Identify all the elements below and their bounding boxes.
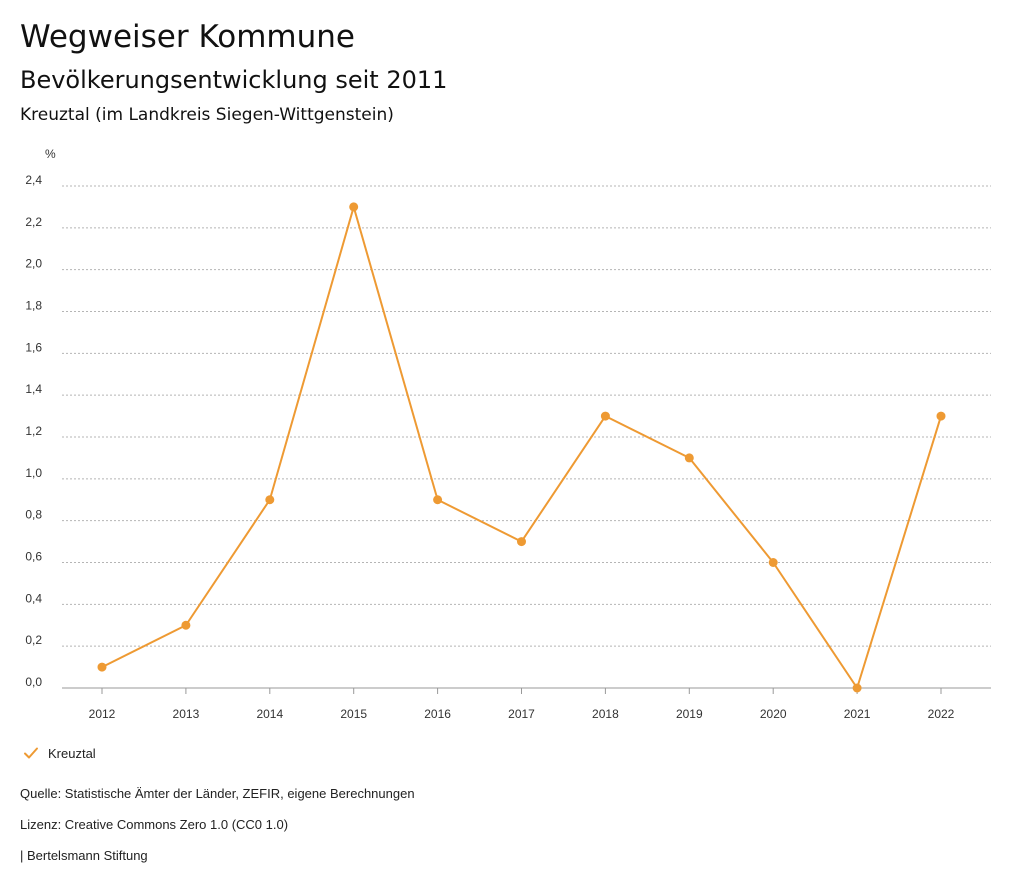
y-axis-unit: % (45, 147, 56, 161)
license-note: Lizenz: Creative Commons Zero 1.0 (CC0 1… (20, 817, 289, 832)
y-tick-label: 0,0 (25, 675, 42, 689)
data-point (684, 453, 694, 463)
source-note: Quelle: Statistische Ämter der Länder, Z… (20, 786, 415, 801)
x-tick-label: 2013 (173, 707, 200, 721)
y-tick-label: 0,6 (25, 550, 42, 564)
publisher-note: | Bertelsmann Stiftung (20, 848, 148, 863)
data-point (852, 683, 862, 693)
series-line-kreuztal (101, 205, 942, 689)
y-tick-label: 0,8 (25, 508, 42, 522)
data-point (181, 620, 191, 630)
x-tick-label: 2014 (256, 707, 283, 721)
y-tick-label: 0,4 (25, 591, 42, 605)
check-icon (24, 747, 38, 759)
data-point (349, 202, 359, 212)
y-tick-label: 1,6 (25, 340, 42, 354)
region-label: Kreuztal (im Landkreis Siegen-Wittgenste… (20, 105, 394, 125)
y-tick-label: 1,2 (25, 424, 42, 438)
data-point (433, 495, 443, 505)
data-point (517, 537, 526, 547)
data-point (936, 411, 946, 421)
x-tick-label: 2017 (508, 707, 535, 721)
y-tick-label: 2,4 (25, 173, 42, 187)
data-point (97, 662, 107, 672)
page-title: Wegweiser Kommune (20, 19, 355, 55)
x-tick-label: 2020 (760, 707, 787, 721)
x-tick-label: 2022 (928, 707, 955, 721)
line-chart: % 0,0 0,2 0,4 0,6 0,8 1,0 1,2 1,4 1,6 1,8 2,0 2,2 2,4… (25, 147, 991, 721)
x-tick-label: 2019 (676, 707, 703, 721)
x-tick-label: 2021 (844, 707, 871, 721)
x-tick-label: 2015 (340, 707, 367, 721)
y-tick-label: 2,0 (25, 257, 42, 271)
chart-subtitle: Bevölkerungsentwicklung seit 2011 (20, 66, 448, 94)
y-tick-label: 1,0 (25, 466, 42, 480)
y-tick-label: 1,4 (25, 382, 42, 396)
x-tick-label: 2018 (592, 707, 619, 721)
x-tick-label: 2016 (424, 707, 451, 721)
legend-label: Kreuztal (48, 745, 96, 761)
data-point (768, 558, 778, 567)
legend-item-kreuztal[interactable]: Kreuztal (22, 744, 96, 762)
data-point (600, 411, 610, 421)
y-tick-label: 2,2 (25, 215, 42, 229)
y-tick-label: 0,2 (25, 633, 42, 647)
x-tick-label: 2012 (89, 707, 116, 721)
y-tick-label: 1,8 (25, 299, 42, 313)
data-point (265, 495, 275, 505)
